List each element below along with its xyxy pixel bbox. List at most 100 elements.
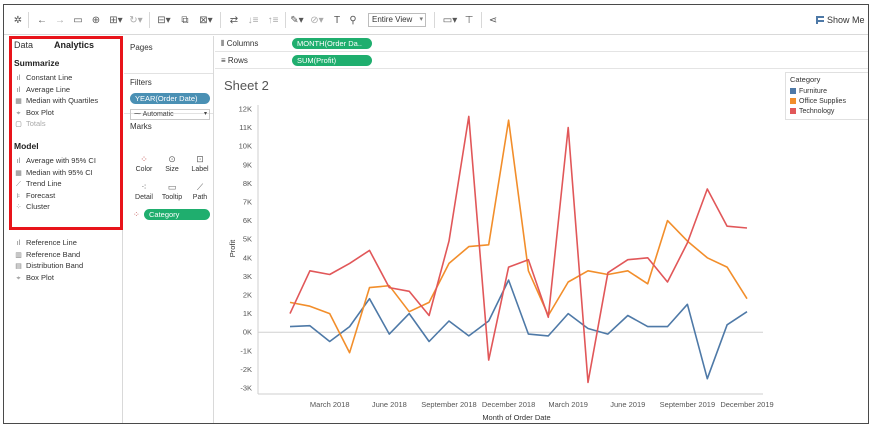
- swap-axes-icon[interactable]: ⇄: [229, 15, 239, 26]
- median-ci-icon: ▦: [15, 170, 22, 177]
- share-icon[interactable]: ⋖: [488, 15, 498, 26]
- legend-swatch: [790, 98, 796, 104]
- y-tick-label: -3K: [240, 384, 252, 393]
- tooltip-icon: ▭: [167, 182, 177, 192]
- refresh-icon[interactable]: ↻▾: [129, 15, 143, 26]
- rows-shelf[interactable]: ≡ Rows SUM(Profit): [215, 53, 868, 69]
- group-icon[interactable]: ⊘▾: [310, 15, 324, 26]
- detail-icon: ⁖: [141, 182, 147, 192]
- show-mark-labels-icon[interactable]: T: [333, 15, 341, 26]
- columns-pill-month-order-date[interactable]: MONTH(Order Da..: [292, 38, 372, 49]
- highlight-icon[interactable]: ✎▾: [290, 15, 304, 26]
- duplicate-sheet-icon[interactable]: ⧉: [181, 15, 189, 26]
- fit-dropdown[interactable]: Entire View ▾: [368, 13, 426, 27]
- x-tick-label: June 2019: [610, 400, 645, 409]
- new-worksheet-icon[interactable]: ⊞▾: [109, 15, 123, 26]
- new-data-source-icon[interactable]: ⊕: [91, 15, 101, 26]
- run-update-icon[interactable]: ⊟▾: [157, 15, 171, 26]
- mark-button-label: Tooltip: [161, 194, 183, 201]
- tab-analytics[interactable]: Analytics: [54, 40, 95, 50]
- analytics-item-distribution-band[interactable]: ▤ Distribution Band: [14, 261, 83, 271]
- legend-item-furniture[interactable]: Furniture: [790, 87, 827, 96]
- path-icon: ⟋: [196, 182, 204, 192]
- analytics-item-box-plot-2[interactable]: ⌖ Box Plot: [14, 273, 54, 283]
- analytics-item-label: Average with 95% CI: [26, 156, 96, 165]
- divider: [124, 73, 213, 74]
- y-tick-label: 9K: [243, 160, 252, 169]
- x-tick-label: September 2019: [660, 400, 715, 409]
- y-tick-label: 11K: [239, 123, 252, 132]
- y-tick-label: 8K: [243, 179, 252, 188]
- marks-path-button[interactable]: ⟋ Path: [188, 181, 212, 205]
- fix-axes-icon[interactable]: ⚲: [349, 15, 357, 26]
- chevron-down-icon: ▾: [203, 111, 207, 117]
- analytics-item-label: Average Line: [26, 85, 71, 94]
- legend-item-office-supplies[interactable]: Office Supplies: [790, 97, 846, 106]
- average-line-icon: ıl: [16, 87, 21, 94]
- x-tick-label: September 2018: [421, 400, 476, 409]
- columns-icon: ⦀: [221, 39, 227, 48]
- undo-icon[interactable]: ←: [37, 15, 47, 26]
- mark-type-dropdown[interactable]: ⁓ Automatic ▾: [130, 109, 210, 120]
- mark-button-label: Color: [135, 166, 153, 173]
- analytics-item-label: Reference Band: [26, 250, 81, 259]
- tableau-logo-icon[interactable]: ✲: [13, 15, 23, 26]
- show-me-button[interactable]: Show Me: [816, 13, 865, 27]
- mark-button-label: Detail: [135, 194, 153, 201]
- analytics-item-box-plot[interactable]: ⌖ Box Plot: [14, 108, 54, 118]
- analytics-item-label: Reference Line: [26, 238, 77, 247]
- analytics-item-reference-line[interactable]: ıl Reference Line: [14, 238, 77, 248]
- marks-tooltip-button[interactable]: ▭ Tooltip: [160, 181, 184, 205]
- redo-icon[interactable]: →: [55, 15, 65, 26]
- analytics-item-average-line[interactable]: ıl Average Line: [14, 85, 70, 95]
- columns-shelf[interactable]: ⦀ Columns MONTH(Order Da..: [215, 36, 868, 52]
- average-ci-icon: ıl: [16, 158, 21, 165]
- y-tick-label: -2K: [240, 365, 252, 374]
- analytics-item-label: Median with Quartiles: [26, 96, 99, 105]
- sort-ascending-icon[interactable]: ↓≡: [247, 15, 259, 26]
- analytics-item-median-quartiles[interactable]: ▦ Median with Quartiles: [14, 96, 98, 106]
- analytics-item-trend-line[interactable]: ⟋ Trend Line: [14, 179, 62, 189]
- x-tick-label: December 2018: [482, 400, 535, 409]
- marks-color-button[interactable]: ⁘ Color: [132, 153, 156, 177]
- highlight-annotation-box: [9, 36, 123, 230]
- section-model-title: Model: [14, 141, 39, 151]
- marks-category-pill[interactable]: Category: [144, 209, 210, 220]
- pane-tabs: Data Analytics: [12, 40, 120, 54]
- legend-swatch: [790, 108, 796, 114]
- toolbar-separator: [149, 12, 150, 28]
- tableau-window: ✲ ← → ▭ ⊕ ⊞▾ ↻▾ ⊟▾ ⧉ ⊠▾ ⇄ ↓≡ ↑≡ ✎▾ ⊘▾ T …: [3, 4, 869, 424]
- toolbar-separator: [28, 12, 29, 28]
- pages-card-title: Pages: [130, 43, 153, 52]
- mark-button-label: Path: [192, 194, 208, 201]
- cluster-icon: ⁘: [15, 204, 22, 211]
- tab-data[interactable]: Data: [14, 40, 34, 50]
- analytics-item-cluster[interactable]: ⁘ Cluster: [14, 202, 50, 212]
- series-line-furniture: [289, 279, 748, 380]
- filter-pill-year-order-date[interactable]: YEAR(Order Date): [130, 93, 210, 104]
- line-chart[interactable]: 12K 11K 10K 9K 8K 7K 6K 5K 4K 3K 2K 1K 0K -1K -2K -3K Pr…: [215, 73, 783, 423]
- save-icon[interactable]: ▭: [73, 15, 83, 26]
- analytics-item-average-ci[interactable]: ıl Average with 95% CI: [14, 156, 96, 166]
- clear-sheet-icon[interactable]: ⊠▾: [199, 15, 213, 26]
- sort-descending-icon[interactable]: ↑≡: [267, 15, 279, 26]
- series-line-office-supplies: [289, 119, 748, 354]
- show-cards-icon[interactable]: ▭▾: [442, 15, 458, 26]
- analytics-item-reference-band[interactable]: ▥ Reference Band: [14, 250, 80, 260]
- analytics-item-median-ci[interactable]: ▦ Median with 95% CI: [14, 168, 93, 178]
- marks-size-button[interactable]: ⊙ Size: [160, 153, 184, 177]
- rows-pill-sum-profit[interactable]: SUM(Profit): [292, 55, 372, 66]
- marks-label-button[interactable]: ⊡ Label: [188, 153, 212, 177]
- mark-button-label: Size: [165, 166, 179, 173]
- legend-item-technology[interactable]: Technology: [790, 107, 834, 116]
- chevron-down-icon: ▾: [419, 16, 423, 23]
- analytics-item-constant-line[interactable]: ıl Constant Line: [14, 73, 73, 83]
- analytics-item-totals[interactable]: ▢ Totals: [14, 119, 45, 129]
- toolbar-separator: [434, 12, 435, 28]
- mark-button-label: Label: [191, 166, 209, 173]
- y-tick-label: 0K: [243, 328, 252, 337]
- presentation-mode-icon[interactable]: ⊤: [464, 15, 474, 26]
- marks-detail-button[interactable]: ⁖ Detail: [132, 181, 156, 205]
- analytics-item-forecast[interactable]: ⊧ Forecast: [14, 191, 56, 201]
- fit-dropdown-value: Entire View: [372, 15, 413, 24]
